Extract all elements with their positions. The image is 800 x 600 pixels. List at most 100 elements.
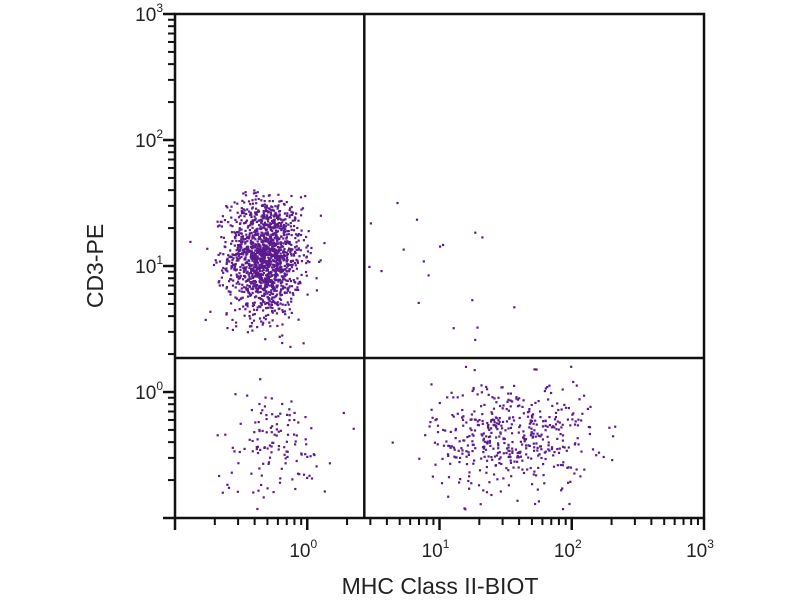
data-point [255, 207, 258, 210]
data-point [483, 403, 486, 406]
data-point [276, 285, 279, 288]
y-tick-label: 103 [135, 1, 163, 26]
data-point [247, 291, 250, 294]
data-point [272, 287, 275, 290]
data-point [295, 241, 298, 244]
data-point [529, 421, 532, 424]
data-point [230, 274, 233, 277]
data-point [472, 443, 475, 446]
data-point [285, 251, 288, 254]
data-point [546, 425, 549, 428]
data-point [256, 251, 259, 255]
data-point [233, 253, 236, 257]
data-point [263, 200, 266, 203]
data-point [274, 249, 277, 252]
data-point [271, 274, 274, 277]
data-point [255, 233, 258, 236]
data-point [268, 200, 271, 203]
data-point [277, 193, 280, 196]
data-point [266, 238, 269, 241]
data-point [233, 267, 236, 270]
data-point [461, 394, 464, 397]
data-point [502, 437, 505, 441]
data-point [277, 242, 280, 245]
data-point [537, 400, 540, 403]
data-point [281, 323, 284, 326]
data-point [507, 446, 510, 449]
data-point [232, 263, 235, 266]
data-point [221, 269, 224, 272]
data-point [473, 459, 476, 462]
data-point [253, 231, 256, 234]
data-point [274, 243, 277, 247]
data-point [263, 221, 266, 224]
data-point [548, 424, 552, 427]
data-point [254, 421, 257, 424]
data-point [588, 432, 591, 436]
data-point [530, 457, 533, 460]
data-point [246, 287, 249, 290]
data-point [279, 243, 282, 246]
data-point [274, 267, 277, 270]
data-point [260, 474, 263, 477]
data-point [266, 487, 269, 490]
data-point [281, 227, 284, 230]
data-point [248, 438, 251, 441]
data-point [576, 424, 579, 427]
data-point [299, 196, 303, 199]
data-point [265, 205, 268, 208]
data-point [550, 447, 554, 451]
data-point [264, 252, 267, 255]
data-point [237, 231, 240, 234]
data-point [295, 267, 298, 270]
data-point [216, 225, 220, 228]
data-point [418, 457, 421, 460]
data-point [283, 257, 286, 260]
data-point [269, 247, 272, 250]
data-point [267, 462, 270, 465]
data-point [250, 213, 253, 216]
data-point [240, 238, 243, 241]
data-point [461, 452, 464, 455]
data-point [580, 419, 583, 422]
data-point [271, 229, 274, 232]
data-point [277, 218, 280, 221]
data-point [285, 254, 288, 257]
data-point [450, 445, 454, 448]
data-point [241, 252, 244, 255]
data-point [243, 267, 246, 270]
data-point [257, 421, 260, 424]
data-point [257, 209, 260, 212]
data-point [294, 251, 297, 254]
data-point [254, 282, 257, 285]
data-point [537, 434, 540, 437]
data-point [284, 313, 287, 316]
data-point [232, 279, 235, 282]
data-point [540, 456, 543, 460]
data-point [243, 201, 246, 204]
x-tick-label: 101 [422, 537, 450, 562]
data-point [265, 263, 268, 266]
data-point [279, 262, 282, 265]
data-point [554, 416, 557, 419]
data-point [293, 280, 296, 283]
data-points [189, 189, 617, 511]
data-point [245, 266, 248, 269]
data-point [513, 384, 516, 387]
data-point [251, 275, 254, 278]
data-point [272, 281, 275, 284]
data-point [530, 427, 533, 430]
data-point [512, 466, 515, 469]
data-point [269, 325, 272, 328]
data-point [269, 306, 272, 309]
data-point [481, 419, 484, 423]
data-point [597, 451, 601, 454]
data-point [442, 428, 445, 432]
data-point [282, 310, 285, 314]
data-point [557, 408, 560, 412]
data-point [280, 268, 283, 271]
data-point [244, 303, 248, 306]
data-point [485, 465, 488, 469]
data-point [277, 249, 280, 252]
data-point [446, 453, 450, 456]
